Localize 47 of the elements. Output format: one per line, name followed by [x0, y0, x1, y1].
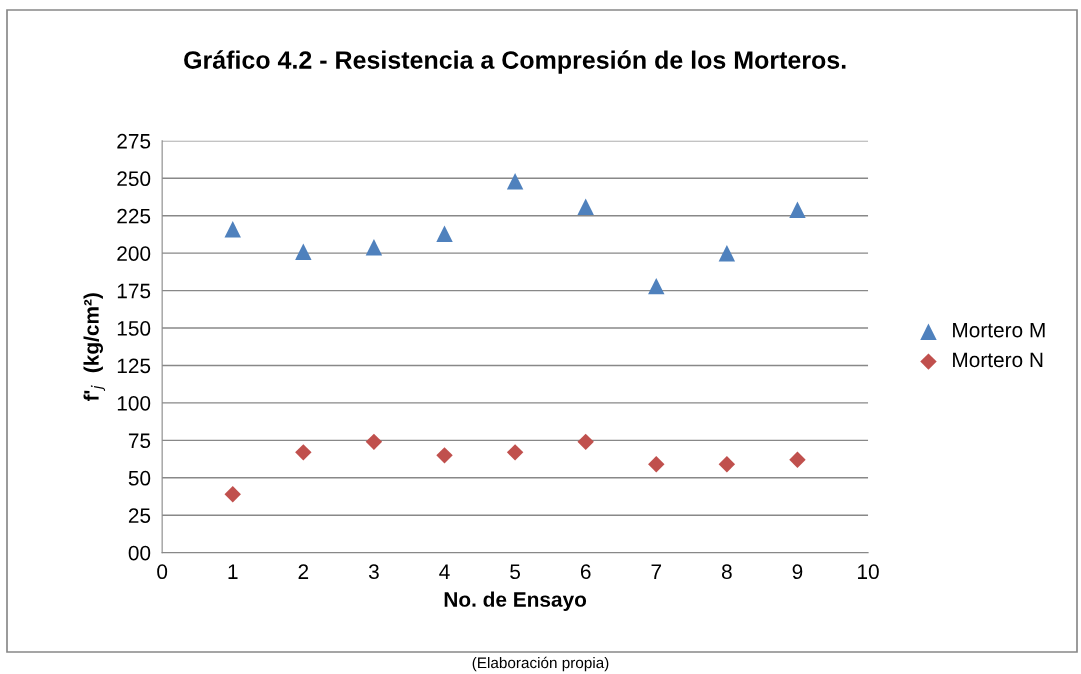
legend-label: Mortero N: [953, 352, 1043, 368]
y-axis-title: f'$_{j}$ (kg/cm²): [83, 293, 106, 402]
y-tick-label: 75: [128, 433, 151, 449]
y-tick-label: 25: [128, 508, 151, 523]
x-tick-label: 3: [368, 564, 379, 580]
x-tick-label: 7: [651, 564, 662, 579]
y-tick-label: 00: [128, 545, 151, 561]
x-tick-label: 9: [792, 564, 803, 580]
y-tick-label: 200: [117, 246, 151, 261]
x-tick-label: 10: [858, 564, 879, 580]
point: [295, 243, 312, 260]
point: [365, 238, 383, 256]
point: [648, 456, 665, 473]
y-tick-label: 125: [117, 358, 151, 374]
point: [436, 225, 453, 242]
y-tick-label: 150: [117, 321, 151, 336]
point: [295, 444, 312, 461]
point: [506, 444, 524, 461]
x-axis-title: No. de Ensayo: [444, 591, 587, 611]
x-tick-label: 2: [298, 564, 309, 579]
x-tick-label: 8: [721, 564, 732, 580]
x-tick-label: 0: [157, 564, 168, 580]
point: [224, 486, 241, 503]
point: [365, 433, 383, 451]
legend-label: Mortero M: [953, 322, 1045, 338]
point: [718, 244, 736, 262]
point: [648, 277, 665, 295]
y-tick-label: 50: [128, 470, 151, 486]
point: [789, 451, 806, 469]
x-tick-label: 1: [228, 564, 238, 579]
x-tick-label: 6: [580, 564, 591, 580]
y-tick-label: 100: [117, 395, 151, 411]
x-tick-label: 4: [439, 564, 450, 579]
point: [506, 173, 524, 190]
point: [577, 198, 594, 215]
x-tick-label: 5: [510, 564, 521, 580]
point: [718, 456, 736, 473]
y-tick-label: 175: [117, 283, 151, 299]
y-tick-label: 250: [117, 171, 151, 187]
text: (Elaboración propia): [472, 656, 609, 672]
point: [436, 447, 453, 464]
point: [577, 433, 594, 451]
point: [224, 221, 241, 238]
y-tick-label: 275: [117, 133, 151, 149]
y-tick-label: 225: [117, 208, 151, 224]
point: [789, 201, 806, 218]
chart-title: Gráfico 4.2 - Resistencia a Compresión de los Morteros.: [184, 50, 846, 74]
